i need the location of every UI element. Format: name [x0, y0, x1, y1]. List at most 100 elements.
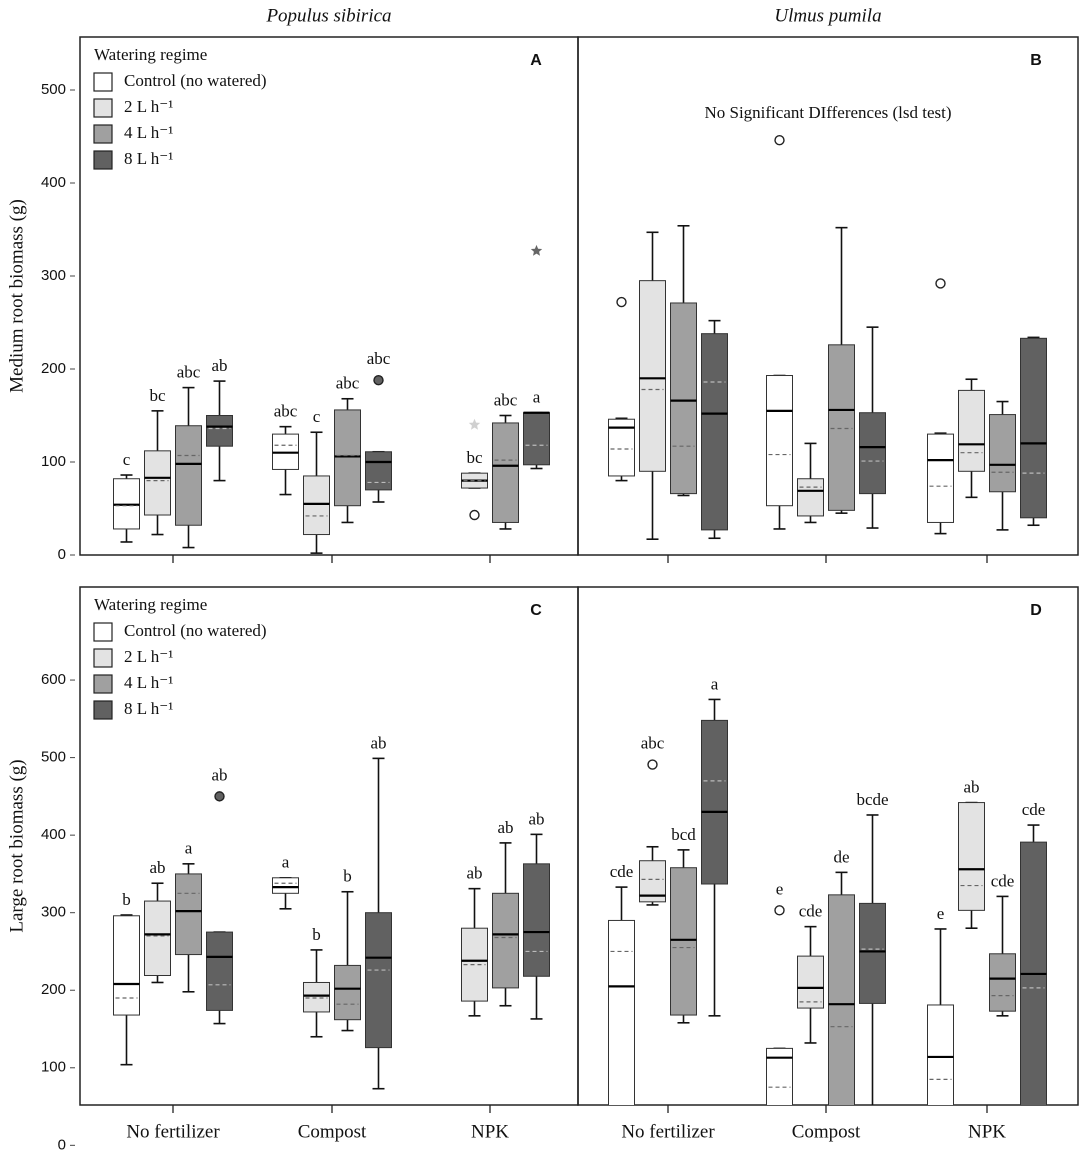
box [766, 1047, 793, 1105]
significance-letter: ab [211, 765, 227, 784]
legend-label: Control (no watered) [124, 621, 267, 640]
significance-letter: abc [177, 363, 201, 382]
panel-title: Ulmus pumila [774, 5, 881, 26]
box [859, 902, 886, 1004]
significance-letter: c [313, 407, 321, 426]
box [144, 900, 171, 976]
box [113, 915, 140, 1016]
significance-letter: e [937, 904, 945, 923]
outlier [469, 509, 480, 521]
y-tick-label: 600 [41, 671, 66, 688]
legend-swatch [93, 98, 113, 118]
y-axis-label: Medium root biomass (g) [6, 199, 27, 393]
box [859, 412, 886, 495]
significance-letter: ab [149, 858, 165, 877]
box [701, 333, 728, 531]
box [797, 955, 824, 1009]
y-tick-label: 400 [41, 826, 66, 843]
panel-frame [577, 36, 1079, 556]
legend-swatch [93, 648, 113, 668]
box [523, 412, 550, 466]
y-tick-label: 200 [41, 360, 66, 377]
box [365, 912, 392, 1049]
plot-area [113, 244, 550, 554]
panel-title: Populus sibirica [265, 5, 391, 26]
significance-letter: abc [367, 349, 391, 368]
significance-letter: ab [963, 777, 979, 796]
box [492, 892, 519, 989]
significance-letter: ab [497, 818, 513, 837]
box [1020, 841, 1047, 1105]
significance-letter: a [533, 388, 541, 407]
panel-letter: D [1030, 602, 1042, 619]
significance-letter: cde [991, 871, 1015, 890]
box [334, 964, 361, 1021]
y-tick-label: 0 [58, 1136, 66, 1153]
box [701, 719, 728, 885]
y-tick-label: 500 [41, 81, 66, 98]
legend-label: 4 L h⁻¹ [124, 673, 173, 692]
box [206, 931, 233, 1011]
significance-letter: b [122, 890, 131, 909]
x-tick-label: Compost [298, 1121, 367, 1142]
significance-letter: de [833, 847, 849, 866]
box [272, 877, 299, 894]
box [523, 863, 550, 977]
box [958, 389, 985, 472]
box [639, 280, 666, 472]
legend-swatch [93, 150, 113, 170]
significance-letter: ab [211, 356, 227, 375]
legend-label: 2 L h⁻¹ [124, 97, 173, 116]
plot-area [608, 698, 1047, 1105]
box [670, 867, 697, 1016]
y-tick-label: 400 [41, 174, 66, 191]
legend-label: 2 L h⁻¹ [124, 647, 173, 666]
box [303, 981, 330, 1013]
annotation: No Significant DIfferences (lsd test) [704, 103, 951, 122]
x-tick-label: No fertilizer [126, 1121, 220, 1142]
y-tick-label: 300 [41, 267, 66, 284]
outlier [774, 135, 785, 146]
legend-swatch [93, 700, 113, 720]
x-tick-label: No fertilizer [621, 1121, 715, 1142]
plot-area [608, 135, 1047, 540]
outlier-star [468, 418, 481, 430]
y-axis-label: Large root biomass (g) [6, 759, 27, 932]
significance-letter: ab [466, 864, 482, 883]
x-tick-label: Compost [792, 1121, 861, 1142]
y-tick-label: 0 [58, 546, 66, 563]
significance-letter: abc [336, 374, 360, 393]
panel-letter: A [530, 52, 542, 69]
box [927, 1004, 954, 1105]
y-tick-label: 300 [41, 904, 66, 921]
box [927, 433, 954, 523]
box [989, 414, 1016, 493]
legend-swatch [93, 72, 113, 92]
significance-letter: abc [274, 402, 298, 421]
box [958, 802, 985, 911]
legend-label: 8 L h⁻¹ [124, 699, 173, 718]
outlier-star [530, 244, 543, 256]
plot-area [113, 757, 550, 1090]
significance-letter: bc [466, 448, 483, 467]
significance-letter: a [282, 853, 290, 872]
significance-letter: cde [610, 862, 634, 881]
box [334, 409, 361, 507]
panel-letter: B [1030, 52, 1042, 69]
y-tick-label: 200 [41, 981, 66, 998]
significance-letter: b [312, 925, 321, 944]
significance-letter: e [776, 879, 784, 898]
legend-swatch [93, 622, 113, 642]
x-tick-label: NPK [968, 1121, 1006, 1142]
panel-letter: C [530, 602, 542, 619]
significance-letter: ab [370, 733, 386, 752]
x-tick-label: NPK [471, 1121, 509, 1142]
y-tick-label: 100 [41, 1059, 66, 1076]
legend-title: Watering regime [94, 45, 207, 64]
box [797, 478, 824, 517]
significance-letter: bcd [671, 825, 696, 844]
legend-label: 4 L h⁻¹ [124, 123, 173, 142]
significance-letter: a [185, 839, 193, 858]
significance-letter: b [343, 867, 352, 886]
